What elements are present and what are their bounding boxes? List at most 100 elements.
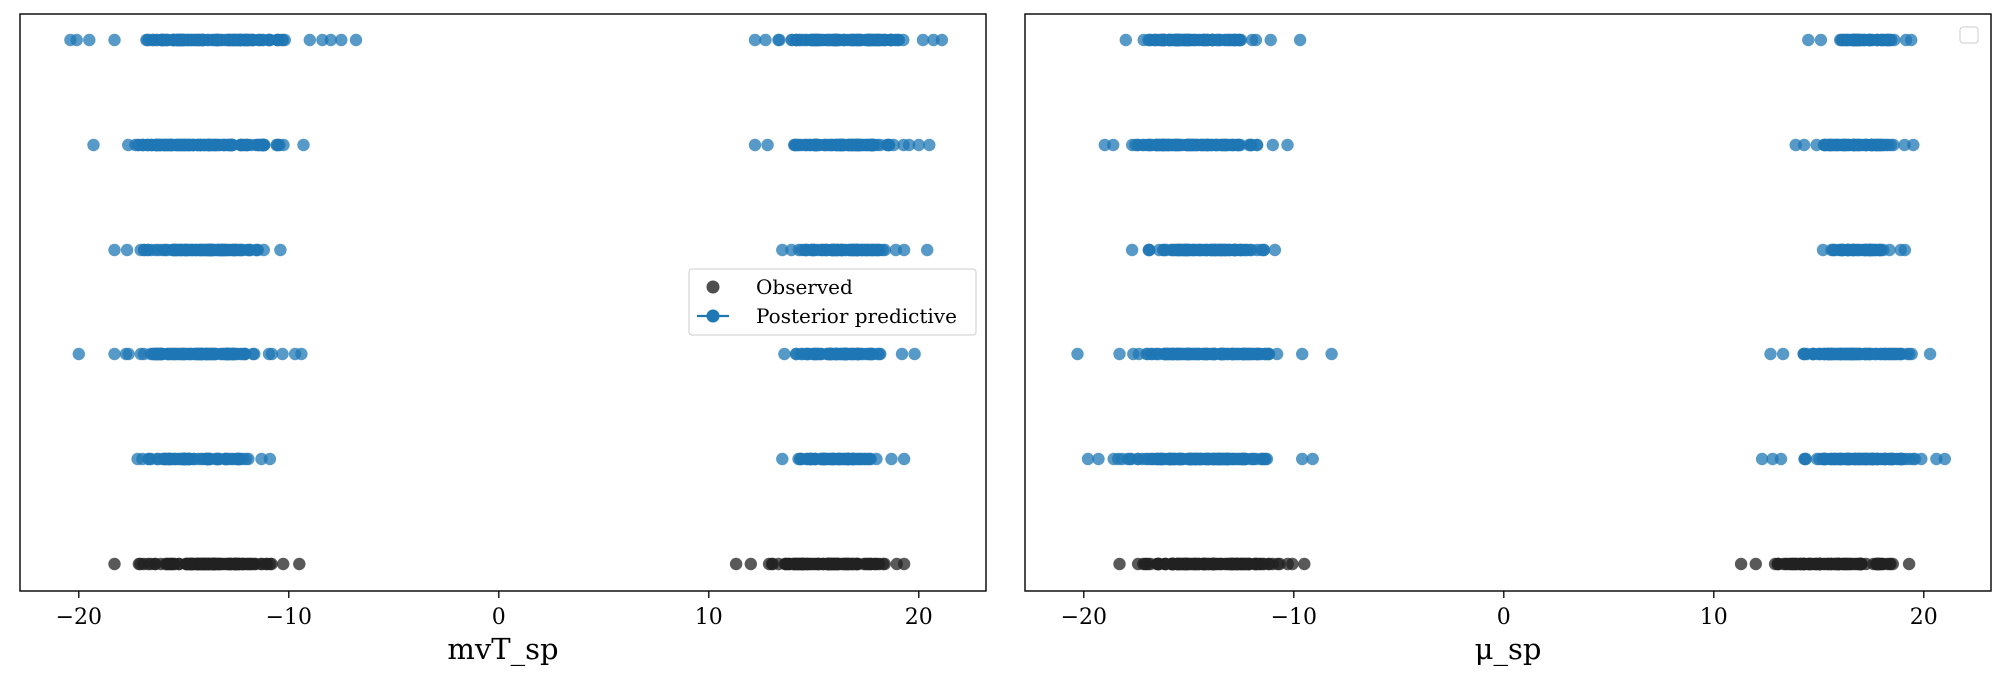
data-point <box>761 138 774 152</box>
data-point <box>885 33 898 47</box>
data-point <box>866 33 879 47</box>
data-point <box>1908 452 1922 466</box>
data-point <box>1243 557 1256 571</box>
data-point <box>1819 347 1833 361</box>
data-point <box>897 33 910 47</box>
data-point <box>199 138 212 152</box>
data-point <box>1779 557 1793 571</box>
chart-panel-1: −20 −10 0 10 20 mvT_sp Observed Posterior predi… <box>19 13 987 667</box>
data-point <box>293 557 306 571</box>
data-point <box>122 138 135 152</box>
data-point <box>263 452 277 466</box>
data-point <box>935 33 949 47</box>
data-point <box>805 243 818 257</box>
x-tick-label: 0 <box>1497 605 1511 630</box>
data-point <box>1198 138 1211 152</box>
data-point <box>1165 243 1178 257</box>
data-point <box>1874 243 1888 257</box>
data-point <box>1187 243 1200 257</box>
data-point <box>916 33 930 47</box>
data-point <box>1296 347 1309 361</box>
data-point <box>1216 347 1230 361</box>
data-point <box>790 33 803 47</box>
data-point <box>265 347 279 361</box>
data-point <box>210 33 223 47</box>
data-point <box>134 557 147 571</box>
data-point <box>277 557 290 571</box>
data-point <box>1121 452 1134 466</box>
data-point <box>855 243 868 257</box>
data-point <box>1081 452 1095 466</box>
data-point <box>831 557 844 571</box>
data-point <box>1898 138 1911 152</box>
legend-marker <box>706 280 720 294</box>
data-point <box>778 347 791 361</box>
legend-marker <box>706 309 720 323</box>
data-point <box>87 138 100 152</box>
data-point <box>236 347 249 361</box>
data-point <box>153 347 166 361</box>
data-point <box>832 138 845 152</box>
data-point <box>262 33 275 47</box>
data-point <box>1204 243 1218 257</box>
data-point <box>248 557 262 571</box>
data-point <box>1168 452 1181 466</box>
data-point <box>1281 138 1294 152</box>
x-tick-label: 10 <box>695 605 723 630</box>
data-point <box>235 33 248 47</box>
data-point <box>1883 243 1896 257</box>
data-point <box>297 138 310 152</box>
data-point <box>855 452 868 466</box>
data-point <box>155 33 169 47</box>
data-point <box>1899 33 1913 47</box>
data-point <box>1938 452 1952 466</box>
data-point <box>1834 452 1847 466</box>
data-point <box>1810 138 1823 152</box>
data-point <box>1119 33 1133 47</box>
data-point <box>273 138 286 152</box>
data-point <box>1225 452 1239 466</box>
legend-box <box>688 268 977 336</box>
data-point <box>1177 33 1190 47</box>
data-point <box>108 347 121 361</box>
data-point <box>1165 557 1178 571</box>
data-point <box>1164 347 1177 361</box>
data-point <box>1071 347 1084 361</box>
legend-label: Observed <box>756 275 853 299</box>
data-point <box>1137 138 1150 152</box>
data-point <box>889 243 902 257</box>
data-point <box>869 557 882 571</box>
data-point <box>1902 557 1916 571</box>
chart-panel-2: −20 −10 0 10 20 μ_sp <box>1024 13 1992 667</box>
data-point <box>1092 452 1105 466</box>
data-point <box>1870 138 1884 152</box>
data-point <box>1851 452 1865 466</box>
data-point <box>1883 452 1896 466</box>
data-point <box>1878 347 1891 361</box>
data-point <box>1817 557 1831 571</box>
data-point <box>1296 452 1309 466</box>
data-point <box>274 243 287 257</box>
data-point <box>161 243 175 257</box>
data-point <box>141 33 154 47</box>
data-point <box>1816 243 1830 257</box>
data-point <box>206 557 220 571</box>
data-point <box>827 33 841 47</box>
data-point <box>188 347 201 361</box>
data-point <box>782 557 796 571</box>
data-point <box>1749 557 1763 571</box>
data-point <box>776 452 789 466</box>
data-point <box>1907 138 1920 152</box>
data-point <box>122 347 135 361</box>
data-point <box>1776 347 1790 361</box>
data-point <box>158 452 171 466</box>
data-point <box>1237 347 1250 361</box>
data-point <box>895 347 909 361</box>
data-point <box>1838 138 1851 152</box>
data-point <box>1870 557 1884 571</box>
data-point <box>1257 243 1270 257</box>
data-point <box>1240 243 1253 257</box>
data-point <box>221 243 235 257</box>
data-point <box>866 138 880 152</box>
